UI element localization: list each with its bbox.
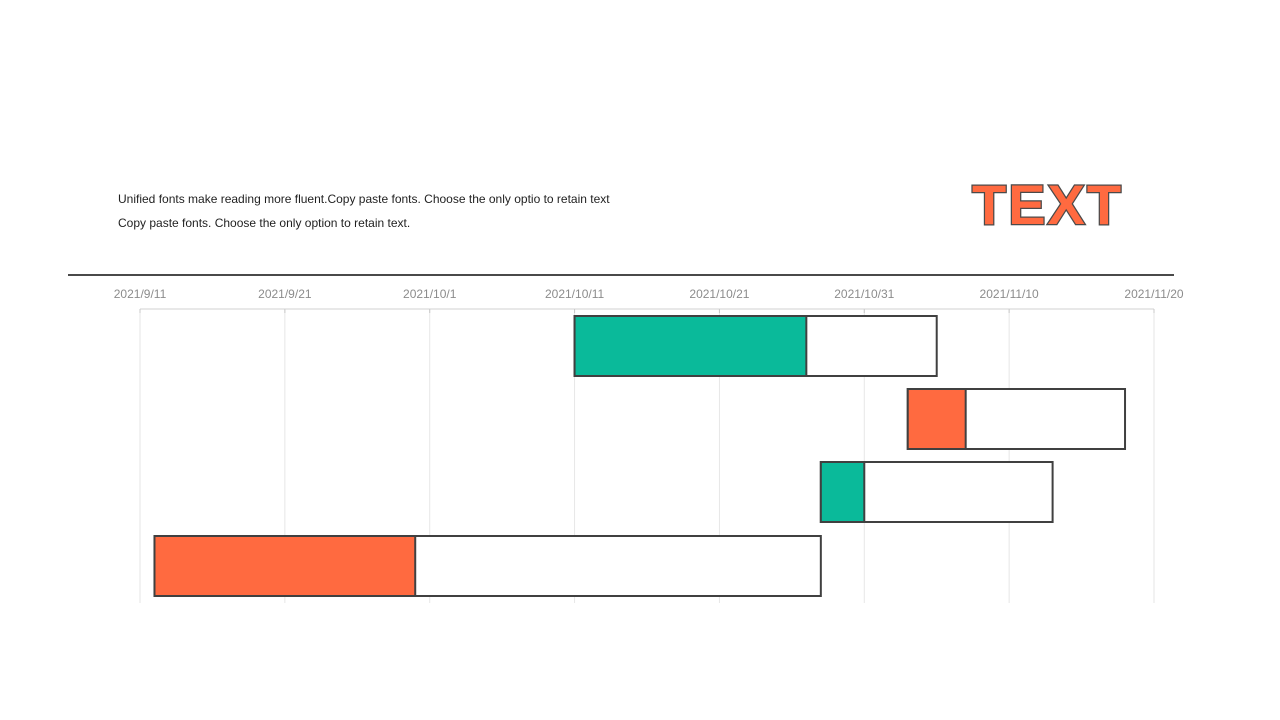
description-line-2: Copy paste fonts. Choose the only option…	[118, 216, 411, 230]
x-tick-label: 2021/10/1	[403, 287, 457, 301]
x-tick-label: 2021/11/10	[980, 287, 1039, 301]
x-tick-label: 2021/9/11	[114, 287, 167, 301]
x-tick-label: 2021/10/21	[689, 287, 749, 301]
x-tick-label: 2021/10/31	[834, 287, 894, 301]
task-progress-3	[819, 461, 866, 523]
header-divider	[68, 274, 1174, 276]
description-block: Unified fonts make reading more fluent.C…	[118, 187, 818, 235]
x-tick-label: 2021/10/11	[545, 287, 604, 301]
x-tick-label: 2021/11/20	[1124, 287, 1183, 301]
x-tick-label: 2021/9/21	[258, 287, 312, 301]
task-progress-1	[573, 315, 808, 377]
text-badge: TEXT	[971, 172, 1124, 238]
task-progress-2	[906, 388, 967, 450]
task-progress-4	[153, 535, 417, 597]
description-line-1: Unified fonts make reading more fluent.C…	[118, 192, 610, 206]
